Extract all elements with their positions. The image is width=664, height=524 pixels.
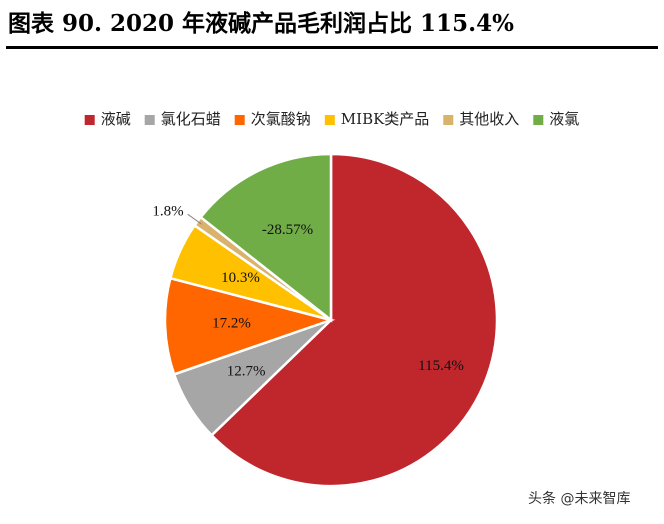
legend-swatch-0 [84, 115, 95, 125]
slice-2 [163, 276, 336, 376]
legend-swatch-1 [144, 115, 155, 125]
slice-label-0: 115.4% [418, 358, 464, 374]
slice-5 [198, 152, 333, 323]
leader-lines [187, 213, 202, 225]
legend-swatch-5 [533, 115, 544, 125]
leader-line-4 [187, 213, 202, 225]
legend-label-2: 次氯酸钠 [251, 110, 311, 128]
legend-label-4: 其他收入 [459, 110, 519, 128]
legend-item-1: 氯化石蜡 [144, 110, 221, 128]
legend-item-4: 其他收入 [443, 110, 519, 128]
legend-label-0: 液碱 [101, 110, 131, 128]
slice-label-4: 1.8% [152, 204, 183, 220]
slice-label-3: 10.3% [221, 270, 260, 286]
legend-swatch-4 [443, 115, 454, 125]
legend-swatch-2 [234, 115, 245, 125]
chart-title: 图表 90. 2020 年液碱产品毛利润占比 115.4% [8, 10, 514, 37]
legend-label-1: 氯化石蜡 [161, 110, 221, 128]
legend-swatch-3 [324, 115, 335, 125]
legend: 液碱 氯化石蜡 次氯酸钠 MIBK类产品 其他收入 液氯 [84, 110, 579, 128]
slice-label-2: 17.2% [212, 315, 251, 331]
slice-0 [209, 152, 499, 488]
title-underline [6, 46, 658, 49]
legend-item-5: 液氯 [533, 110, 579, 128]
slice-label-5: -28.57% [262, 222, 313, 238]
legend-item-2: 次氯酸钠 [234, 110, 311, 128]
watermark: 头条 @未来智库 [528, 491, 631, 507]
legend-item-3: MIBK类产品 [324, 110, 430, 128]
legend-item-0: 液碱 [84, 110, 131, 128]
legend-label-3: MIBK类产品 [341, 110, 430, 128]
pie-slices [163, 152, 499, 488]
legend-label-5: 液氯 [549, 110, 579, 128]
slice-labels: 115.4% 12.7% 17.2% 10.3% 1.8% -28.57% [152, 204, 464, 380]
slice-label-1: 12.7% [227, 364, 266, 380]
